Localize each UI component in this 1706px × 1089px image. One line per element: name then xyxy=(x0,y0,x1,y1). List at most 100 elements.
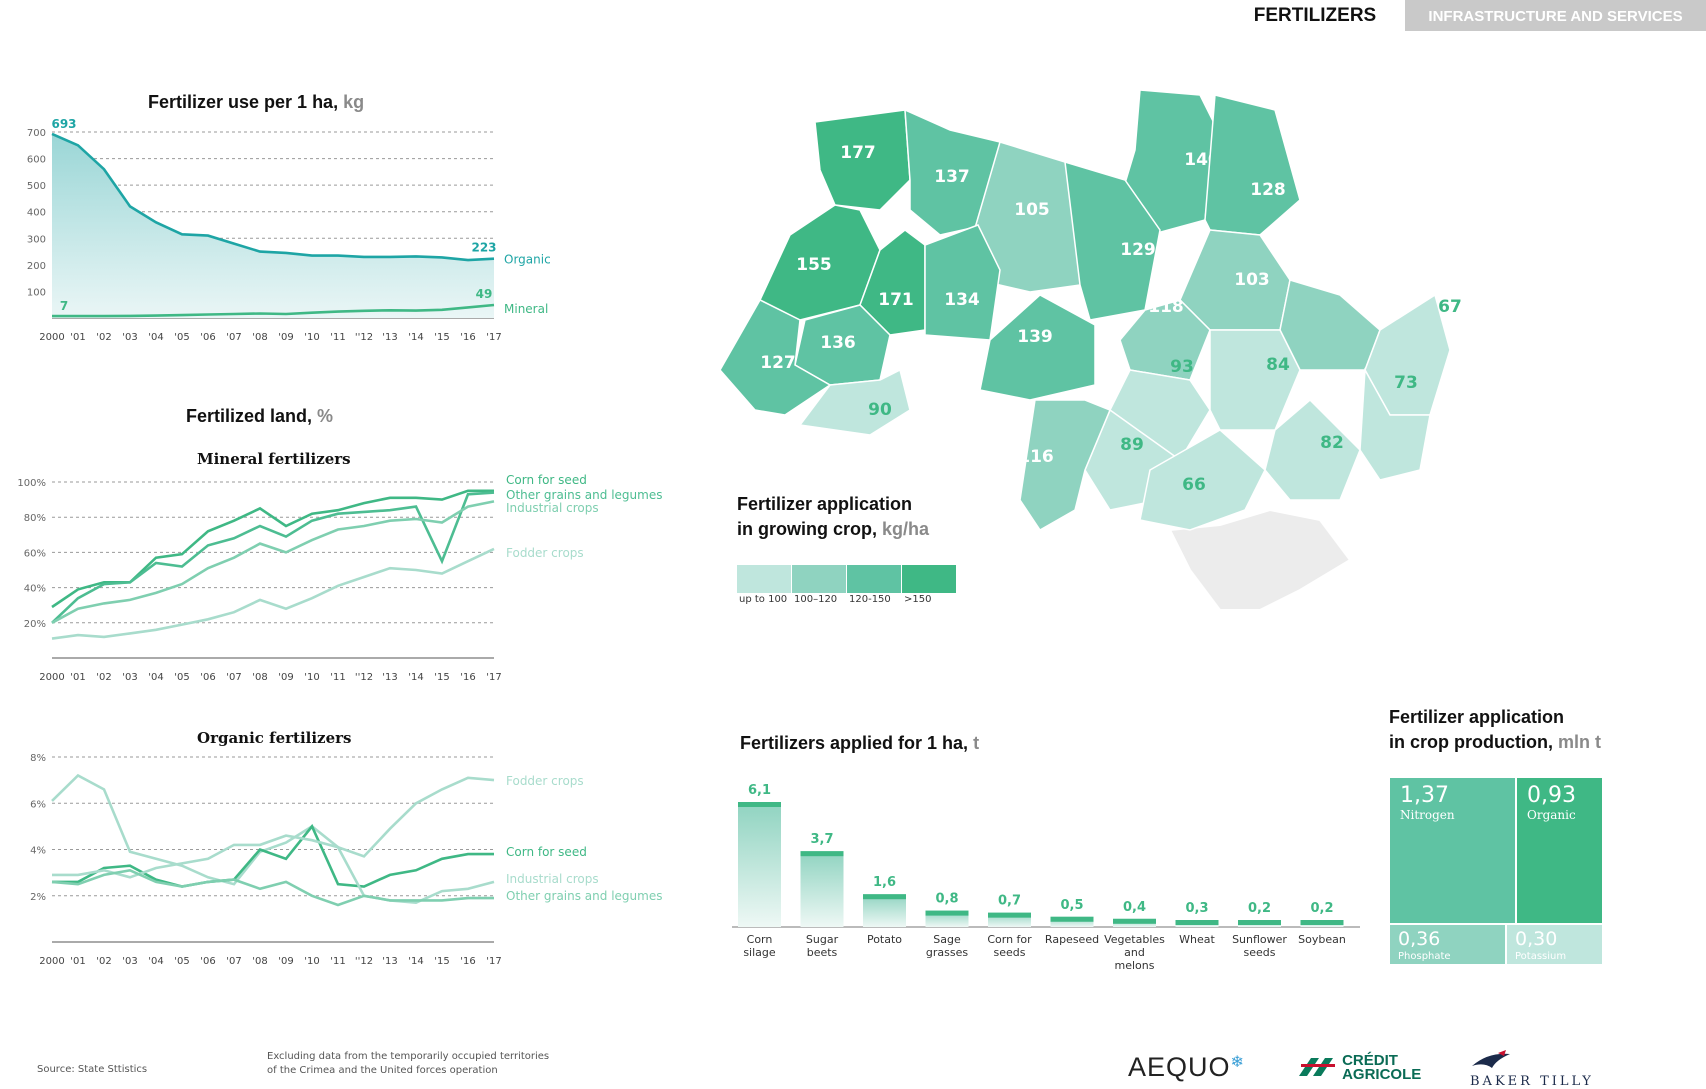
legend-label: Corn for seed xyxy=(506,845,587,859)
x-tick-label: '09 xyxy=(278,956,293,967)
region-value-label: 136 xyxy=(820,333,856,353)
x-tick-label: '15 xyxy=(434,332,449,343)
series-line xyxy=(52,823,494,888)
y-tick-label: 400 xyxy=(27,208,46,219)
ca-emblem-icon xyxy=(1299,1058,1335,1076)
data-label-last: 49 xyxy=(476,287,493,301)
x-tick-label: '05 xyxy=(174,672,189,683)
treemap-label: Nitrogen xyxy=(1400,808,1455,822)
legend-label: Fodder crops xyxy=(506,546,584,560)
x-tick-label: '01 xyxy=(70,672,85,683)
map-region xyxy=(979,294,1096,401)
series-line xyxy=(52,834,495,905)
x-tick-label: '02 xyxy=(96,956,111,967)
chart-bar-title: Fertilizers applied for 1 ha, t xyxy=(740,733,980,753)
x-tick-label: '06 xyxy=(200,956,215,967)
treemap-value: 0,93 xyxy=(1527,783,1576,808)
x-tick-label: '13 xyxy=(382,672,397,683)
section-tab[interactable]: INFRASTRUCTURE AND SERVICES xyxy=(1405,0,1706,31)
y-tick-label: 60% xyxy=(24,548,46,559)
x-tick-label: '08 xyxy=(252,956,267,967)
treemap-cell-nitrogen: 1,37 Nitrogen xyxy=(1390,778,1515,923)
legend-swatch xyxy=(737,565,791,593)
x-tick-label: '03 xyxy=(122,956,137,967)
legend-label: Fodder crops xyxy=(506,774,584,788)
map-title: Fertilizer application in growing crop, … xyxy=(737,494,930,539)
bar-category-label: seeds xyxy=(1244,946,1276,959)
bar-cap xyxy=(1113,918,1156,924)
treemap-label: Phosphate xyxy=(1398,951,1451,962)
organic-area xyxy=(52,133,494,318)
region-value-label: 177 xyxy=(840,143,876,163)
bar xyxy=(863,894,906,927)
x-tick-label: '16 xyxy=(460,672,475,683)
region-value-label: 89 xyxy=(1120,435,1144,455)
data-label-first: 693 xyxy=(51,117,76,131)
y-tick-label: 80% xyxy=(24,513,46,524)
region-value-label: 118 xyxy=(1148,297,1184,317)
treemap-value: 0,36 xyxy=(1398,928,1441,950)
credit-agricole-logo: CRÉDIT AGRICOLE xyxy=(1297,1053,1438,1083)
aequo-logo: AEQUO❄ xyxy=(1128,1052,1245,1082)
treemap-value: 0,30 xyxy=(1515,928,1558,950)
treemap-cell-potassium: 0,30 Potassium xyxy=(1507,925,1602,964)
bar-value-label: 0,3 xyxy=(1185,901,1208,916)
treemap-crop-production: 1,37 Nitrogen 0,93 Organic 0,36 Phosphate 0,30… xyxy=(1390,778,1602,964)
region-value-label: 67 xyxy=(1438,297,1462,317)
x-tick-label: '01 xyxy=(70,332,85,343)
legend-label: Other grains and legumes xyxy=(506,488,662,502)
snowflake-icon: ❄ xyxy=(1230,1054,1245,1071)
bar-value-label: 6,1 xyxy=(748,783,771,798)
legend-label: >150 xyxy=(904,594,932,605)
bar xyxy=(800,851,844,927)
treemap-label: Potassium xyxy=(1515,951,1567,962)
data-label-first: 7 xyxy=(60,299,68,313)
legend-label: 120-150 xyxy=(849,594,891,605)
bar-category-label: Sugar xyxy=(806,933,839,946)
treemap-cell-organic: 0,93 Organic xyxy=(1517,778,1602,923)
bar-value-label: 0,2 xyxy=(1310,901,1333,916)
y-tick-label: 4% xyxy=(30,846,46,857)
map-region xyxy=(924,224,1001,341)
series-line xyxy=(51,773,495,886)
bar-category-label: Sage xyxy=(933,933,961,946)
chart-land-title: Fertilized land, % xyxy=(186,406,334,426)
series-line xyxy=(51,491,495,624)
bar-cap xyxy=(800,851,844,857)
region-value-label: 155 xyxy=(796,255,832,275)
y-tick-label: 40% xyxy=(24,584,46,595)
y-tick-label: 20% xyxy=(24,619,46,630)
bar-category-label: Vegetables xyxy=(1104,933,1165,946)
legend-swatch xyxy=(792,565,846,593)
region-value-label: 171 xyxy=(878,290,914,310)
bar-category-label: silage xyxy=(743,946,776,959)
legend-label: Corn for seed xyxy=(506,473,587,487)
legend-label-mineral: Mineral xyxy=(504,302,548,316)
series-line-organic xyxy=(51,132,495,262)
x-tick-label: '17 xyxy=(486,332,501,343)
crimea-region xyxy=(1168,508,1352,611)
bar-cap xyxy=(1050,916,1094,922)
bar-cap xyxy=(988,912,1031,918)
bar-cap xyxy=(1238,920,1281,925)
x-tick-label: '11 xyxy=(330,956,345,967)
region-value-label: 127 xyxy=(760,353,796,373)
bar-cap xyxy=(738,802,781,807)
y-tick-label: 700 xyxy=(27,128,46,139)
chart-use-per-ha: 100 200 300 400 500 600 700 2000 '01 '02 '03 '04 '05… xyxy=(27,117,551,343)
x-tick-label: '05 xyxy=(174,956,189,967)
bar-value-label: 1,6 xyxy=(873,875,896,890)
series-line xyxy=(51,547,495,640)
x-tick-label: 2000 xyxy=(39,332,64,343)
bar-value-label: 0,8 xyxy=(935,892,958,907)
x-tick-label: '02 xyxy=(96,332,111,343)
region-value-label: 139 xyxy=(1017,327,1053,347)
region-value-label: 129 xyxy=(1120,240,1156,260)
y-tick-label: 100 xyxy=(27,287,46,298)
x-tick-label: '14 xyxy=(408,672,423,683)
bar-value-label: 0,5 xyxy=(1060,898,1083,913)
map-region xyxy=(1209,329,1301,431)
bar-cap xyxy=(1175,920,1219,925)
chart-use-title: Fertilizer use per 1 ha, kg xyxy=(148,92,365,112)
